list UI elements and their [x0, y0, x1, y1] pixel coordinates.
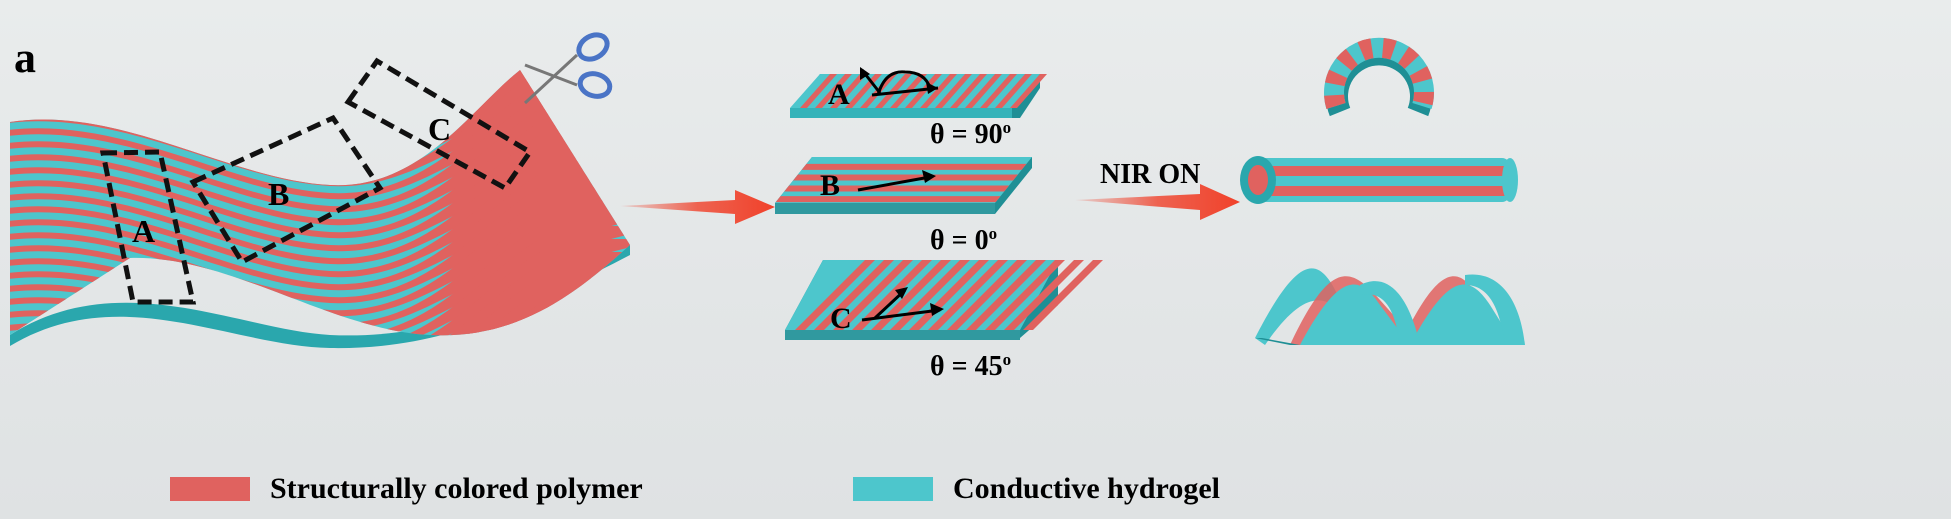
strip-c-stripe — [985, 260, 1065, 330]
panel-label: a — [14, 33, 36, 82]
tube-shape — [1240, 156, 1518, 204]
strip-a-stripe — [830, 74, 867, 108]
strip-c-stripe — [871, 260, 951, 330]
scissors-icon — [523, 32, 613, 105]
region-c-outline — [344, 57, 534, 192]
strip-a-stripe — [995, 74, 1032, 108]
legend-polymer-label: Structurally colored polymer — [270, 472, 643, 505]
strip-a-stripe — [875, 74, 912, 108]
strip-c-stripe — [928, 260, 1008, 330]
strip-a-stripe — [800, 74, 837, 108]
strip-b-label: B — [820, 169, 840, 202]
strip-a: A — [790, 67, 1047, 118]
strip-b-stripe — [801, 163, 1027, 170]
strip-a-stripe — [815, 74, 852, 108]
strip-a-stripe — [965, 74, 1002, 108]
laminated-sheet: A B C — [0, 57, 640, 459]
nir-on-label: NIR ON — [1100, 159, 1200, 190]
region-label-a: A — [132, 213, 155, 249]
strip-c-stripe — [833, 260, 913, 330]
strip-a-stripe — [1010, 74, 1047, 108]
region-label-c: C — [428, 111, 451, 147]
strip-b-stripes — [775, 163, 1027, 203]
strip-c-label: C — [830, 302, 852, 335]
legend-hydrogel: Conductive hydrogel — [853, 470, 1220, 508]
nir-arrow — [1075, 184, 1240, 220]
polymer-swatch — [170, 477, 250, 501]
strip-c-stripe — [852, 260, 932, 330]
strip-c-stripe — [947, 260, 1027, 330]
sheet-stripe — [10, 148, 630, 265]
legend-polymer: Structurally colored polymer — [170, 470, 643, 508]
strip-a-stripe — [935, 74, 972, 108]
strip-b-stripe — [775, 196, 1001, 203]
strip-a-label: A — [828, 78, 850, 111]
sheet-stripe — [10, 161, 630, 278]
helix-shape — [1255, 268, 1525, 345]
region-label-b: B — [268, 176, 289, 212]
ring-shape — [1324, 37, 1434, 117]
angle-label-a: θ = 90o — [930, 118, 1011, 150]
sheet-stripe — [10, 187, 630, 304]
sheet-stripe — [10, 304, 630, 336]
strip-c-stripes — [795, 260, 1103, 330]
strip-c: C — [785, 260, 1103, 340]
strip-b-stripe — [784, 185, 1010, 192]
strip-b-stripe — [793, 174, 1018, 181]
strip-a-stripe — [920, 74, 957, 108]
strip-b: B — [775, 157, 1032, 214]
hydrogel-swatch — [853, 477, 933, 501]
sheet-stripe — [10, 200, 630, 317]
legend-hydrogel-label: Conductive hydrogel — [953, 472, 1220, 505]
strip-a-stripe — [950, 74, 987, 108]
region-b-outline — [189, 114, 384, 266]
region-a-outline — [99, 149, 197, 305]
strip-c-stripe — [1004, 260, 1084, 330]
strip-c-stripe — [795, 260, 875, 330]
sheet-stripe — [0, 343, 640, 459]
strip-a-stripe — [980, 74, 1017, 108]
transition-arrow-1 — [620, 190, 775, 224]
sheet-stripe — [10, 174, 630, 291]
strip-c-stripe — [814, 260, 894, 330]
strip-c-stripe — [966, 260, 1046, 330]
strip-c-stripe — [1023, 260, 1103, 330]
angle-label-b: θ = 0o — [930, 224, 997, 256]
angle-label-c: θ = 45o — [930, 350, 1011, 382]
